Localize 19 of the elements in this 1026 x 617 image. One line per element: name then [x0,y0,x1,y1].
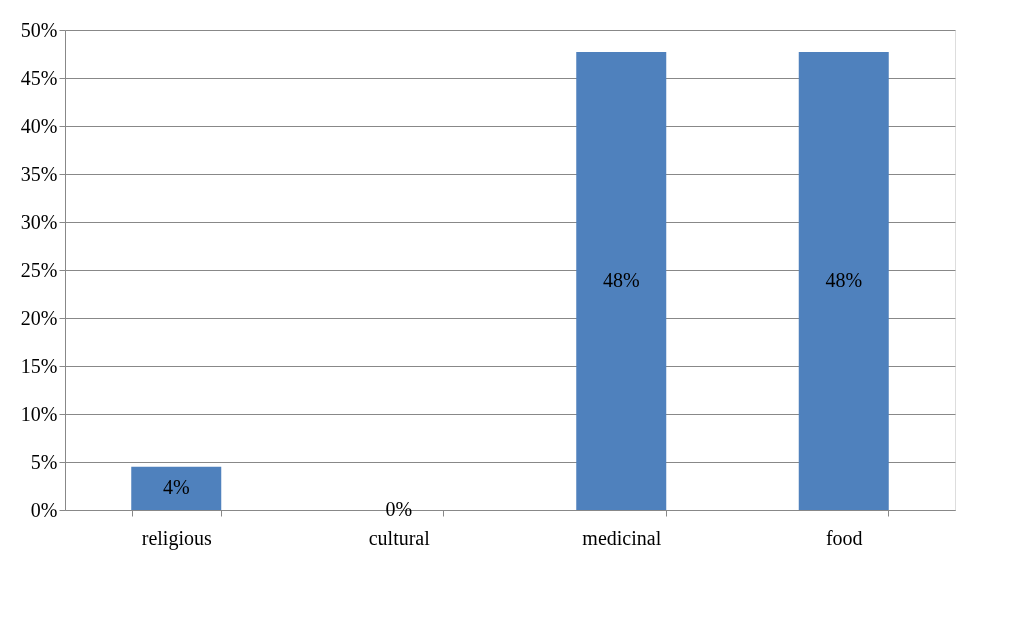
y-tick-label: 10% [20,402,58,425]
y-tick-label: 30% [20,210,58,233]
x-tick-label: cultural [368,526,431,549]
data-label: 48% [602,269,640,292]
y-tick-label: 5% [30,450,58,473]
y-tick-label: 40% [20,114,58,137]
data-label: 0% [385,498,413,520]
data-label: 48% [825,269,863,292]
y-tick-label: 20% [20,306,58,329]
y-tick-label: 25% [20,258,58,281]
y-tick-label: 15% [20,354,58,377]
x-tick-label: medicinal [582,526,662,549]
x-tick-label: food [825,526,863,549]
y-tick-label: 35% [20,162,58,185]
data-label: 4% [162,476,190,499]
y-tick-label: 45% [20,66,58,89]
y-tick-label: 0% [30,498,58,521]
x-tick-label: religious [141,526,212,550]
y-tick-label: 50% [20,18,58,41]
